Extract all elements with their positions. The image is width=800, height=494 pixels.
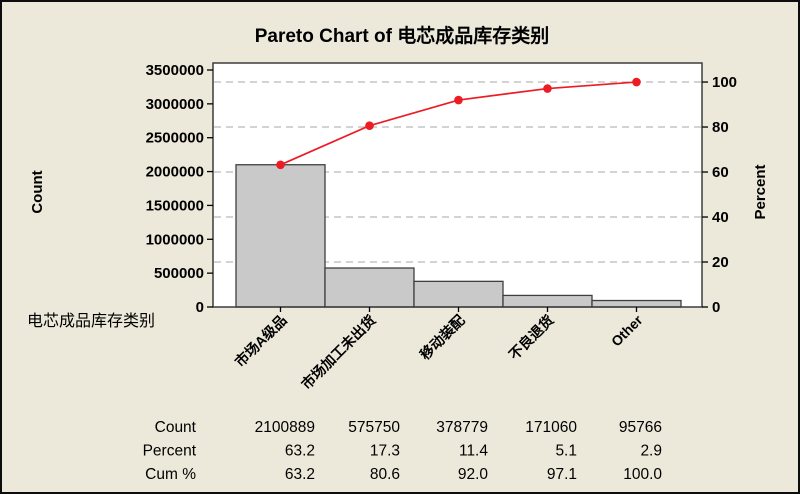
table-row-label: Percent — [143, 443, 197, 460]
left-tick-label: 1500000 — [146, 197, 204, 214]
left-axis-title: Count — [29, 170, 46, 213]
table-cell: 2.9 — [640, 443, 662, 460]
table-cell: 17.3 — [370, 443, 400, 460]
right-tick-label: 40 — [712, 209, 729, 226]
left-tick-label: 0 — [196, 299, 204, 316]
category-label: 市场加工未出货 — [298, 312, 379, 393]
cum-point-5 — [632, 77, 641, 87]
category-label: 市场A级品 — [232, 312, 290, 370]
table-row-label: Cum % — [145, 466, 196, 483]
bar-2 — [324, 267, 415, 308]
left-tick-label: 3000000 — [146, 96, 204, 113]
gridlines — [214, 81, 701, 263]
right-tick-label: 80 — [712, 119, 729, 136]
bar-1 — [235, 164, 326, 308]
table-cell: 171060 — [525, 419, 577, 436]
left-tick-label: 3500000 — [146, 62, 204, 79]
left-tick-label: 500000 — [154, 265, 204, 282]
x-axis-title: 电芯成品库存类别 — [27, 312, 155, 330]
table-cell: 95766 — [619, 419, 662, 436]
category-labels: 市场A级品 市场加工未出货 移动装配 不良退货 Other — [232, 311, 646, 392]
bar-4 — [502, 294, 593, 308]
cum-point-4 — [543, 84, 552, 93]
plot-frame — [212, 62, 703, 308]
bar-3 — [413, 280, 504, 308]
chart-title: Pareto Chart of 电芯成品库存类别 — [255, 24, 550, 47]
right-tick-label: 100 — [712, 74, 737, 91]
table-cell: 378779 — [436, 419, 488, 436]
right-tick-label: 20 — [712, 254, 729, 271]
bar-5 — [591, 299, 682, 308]
right-axis-title: Percent — [752, 164, 769, 219]
table-cell: 92.0 — [458, 466, 489, 483]
left-tick-label: 2000000 — [146, 164, 204, 181]
cum-point-2 — [365, 121, 374, 130]
cumulative-line — [276, 77, 641, 170]
category-label: 不良退货 — [506, 312, 557, 363]
left-tick-label: 1000000 — [146, 231, 204, 248]
table-cell: 2100889 — [255, 419, 315, 436]
count-bars — [235, 164, 682, 308]
table-cell: 11.4 — [459, 443, 488, 460]
cum-point-3 — [454, 95, 463, 105]
table-row-label: Count — [155, 419, 197, 436]
right-tick-label: 0 — [712, 299, 720, 316]
summary-table: Count 2100889 575750 378779 171060 95766 Perce… — [143, 419, 663, 483]
table-cell: 100.0 — [623, 466, 662, 483]
category-label: 移动装配 — [417, 312, 468, 363]
cum-point-1 — [276, 160, 285, 170]
table-cell: 63.2 — [285, 443, 315, 460]
table-cell: 80.6 — [370, 466, 400, 483]
table-cell: 63.2 — [285, 466, 315, 483]
right-tick-label: 60 — [712, 164, 729, 181]
table-cell: 97.1 — [547, 466, 577, 483]
left-tick-label: 2500000 — [146, 130, 204, 147]
table-cell: 5.1 — [555, 443, 577, 460]
table-cell: 575750 — [348, 419, 400, 436]
category-label: Other — [608, 311, 646, 349]
axes: 0 500000 1000000 1500000 2000000 2500000 30000… — [146, 62, 737, 316]
